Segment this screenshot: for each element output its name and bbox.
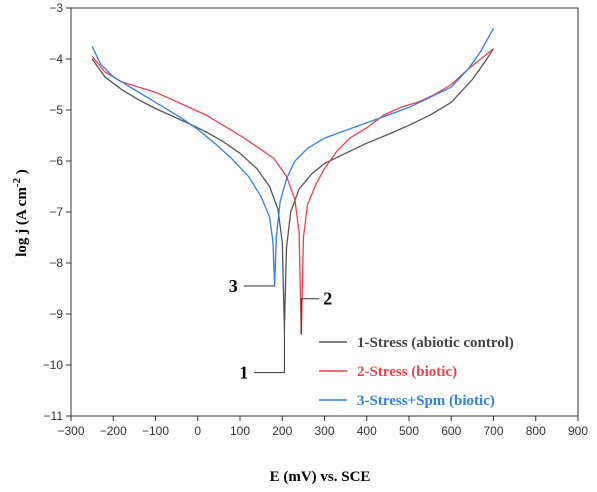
y-axis-title-superscript: -2 (11, 178, 23, 188)
y-tick-label: −8 (49, 256, 63, 270)
callouts: 1 2 3 (229, 276, 332, 383)
callout-label-1: 1 (239, 363, 248, 383)
y-tick-label: −7 (49, 205, 63, 219)
x-axis-title: E (mV) vs. SCE (270, 469, 371, 485)
y-tick-label: −4 (49, 52, 63, 66)
legend-label-1: 1-Stress (abiotic control) (357, 335, 514, 351)
y-axis-title: log j (A cm-2 ) (11, 169, 30, 257)
plot-frame (70, 7, 579, 417)
x-tick-label: −300 (57, 424, 84, 438)
y-axis-title-end: ) (14, 169, 30, 178)
x-tick-label: 900 (568, 424, 588, 438)
axes: −300 −200 −100 0 100 200 300 400 500 600 700 800 900… (43, 1, 589, 438)
callout-label-2: 2 (323, 289, 332, 309)
y-tick-label: −11 (44, 409, 64, 423)
x-tick-label: 200 (272, 424, 292, 438)
x-tick-label: 600 (441, 424, 461, 438)
series-line-3 (91, 28, 495, 287)
x-tick-label: 100 (230, 424, 250, 438)
callout-leader-1 (254, 329, 285, 374)
y-tick-label: −6 (49, 154, 63, 168)
legend: 1-Stress (abiotic control) 2-Stress (biot… (319, 335, 514, 409)
y-tick-label: −9 (49, 307, 63, 321)
x-tick-label: −100 (142, 424, 169, 438)
series-line-2 (91, 48, 494, 336)
plot-area (70, 7, 579, 417)
series-layer (91, 28, 495, 336)
y-axis-title-main: log j (A cm (14, 187, 30, 257)
y-tick-label: −3 (49, 1, 63, 15)
y-tick-label: −5 (49, 103, 63, 117)
x-tick-label: 800 (526, 424, 546, 438)
x-tick-label: 500 (399, 424, 419, 438)
x-tick-label: 400 (357, 424, 377, 438)
x-tick-label: 300 (314, 424, 334, 438)
callout-label-3: 3 (229, 276, 238, 296)
callout-leader-2 (300, 298, 320, 335)
legend-label-3: 3-Stress+Spm (biotic) (357, 393, 495, 409)
x-tick-label: −200 (100, 424, 127, 438)
y-tick-label: −10 (43, 358, 64, 372)
legend-label-2: 2-Stress (biotic) (357, 364, 457, 380)
x-tick-label: 0 (194, 424, 201, 438)
x-tick-label: 700 (483, 424, 503, 438)
